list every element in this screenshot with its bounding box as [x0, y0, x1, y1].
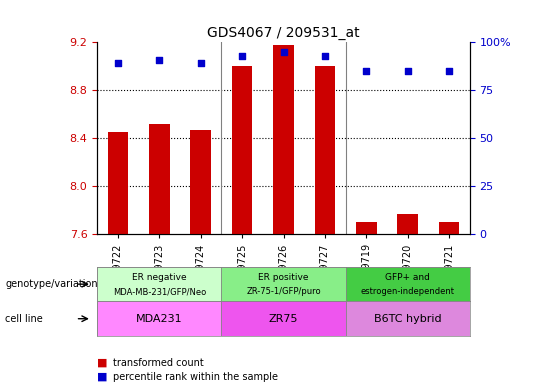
Text: ER negative: ER negative	[132, 273, 187, 283]
Bar	[346, 267, 470, 301]
Text: estrogen-independent: estrogen-independent	[361, 287, 455, 296]
Bar	[438, 222, 460, 234]
Bar	[356, 222, 377, 234]
Bar	[221, 267, 346, 301]
Bar	[346, 301, 470, 336]
Point	[279, 49, 288, 55]
Point	[362, 68, 370, 74]
Text: ZR75: ZR75	[269, 314, 298, 324]
Text: ZR-75-1/GFP/puro: ZR-75-1/GFP/puro	[246, 287, 321, 296]
Text: GFP+ and: GFP+ and	[385, 273, 430, 283]
Point	[155, 56, 164, 63]
Point	[197, 60, 205, 66]
Text: ■: ■	[97, 372, 107, 382]
Title: GDS4067 / 209531_at: GDS4067 / 209531_at	[207, 26, 360, 40]
Point	[403, 68, 412, 74]
Bar	[97, 267, 221, 301]
Text: ER positive: ER positive	[258, 273, 309, 283]
Bar	[397, 214, 418, 234]
Point	[445, 68, 454, 74]
Bar	[232, 66, 252, 234]
Bar	[97, 301, 221, 336]
Text: genotype/variation: genotype/variation	[5, 279, 98, 289]
Text: percentile rank within the sample: percentile rank within the sample	[113, 372, 279, 382]
Point	[113, 60, 122, 66]
Bar	[314, 66, 335, 234]
Text: MDA231: MDA231	[136, 314, 183, 324]
Text: cell line: cell line	[5, 314, 43, 324]
Text: MDA-MB-231/GFP/Neo: MDA-MB-231/GFP/Neo	[113, 287, 206, 296]
Bar	[149, 124, 170, 234]
Bar	[221, 301, 346, 336]
Text: ■: ■	[97, 358, 107, 368]
Point	[238, 53, 246, 59]
Bar	[191, 130, 211, 234]
Bar	[107, 132, 129, 234]
Text: B6TC hybrid: B6TC hybrid	[374, 314, 442, 324]
Text: transformed count: transformed count	[113, 358, 204, 368]
Point	[321, 53, 329, 59]
Bar	[273, 45, 294, 234]
